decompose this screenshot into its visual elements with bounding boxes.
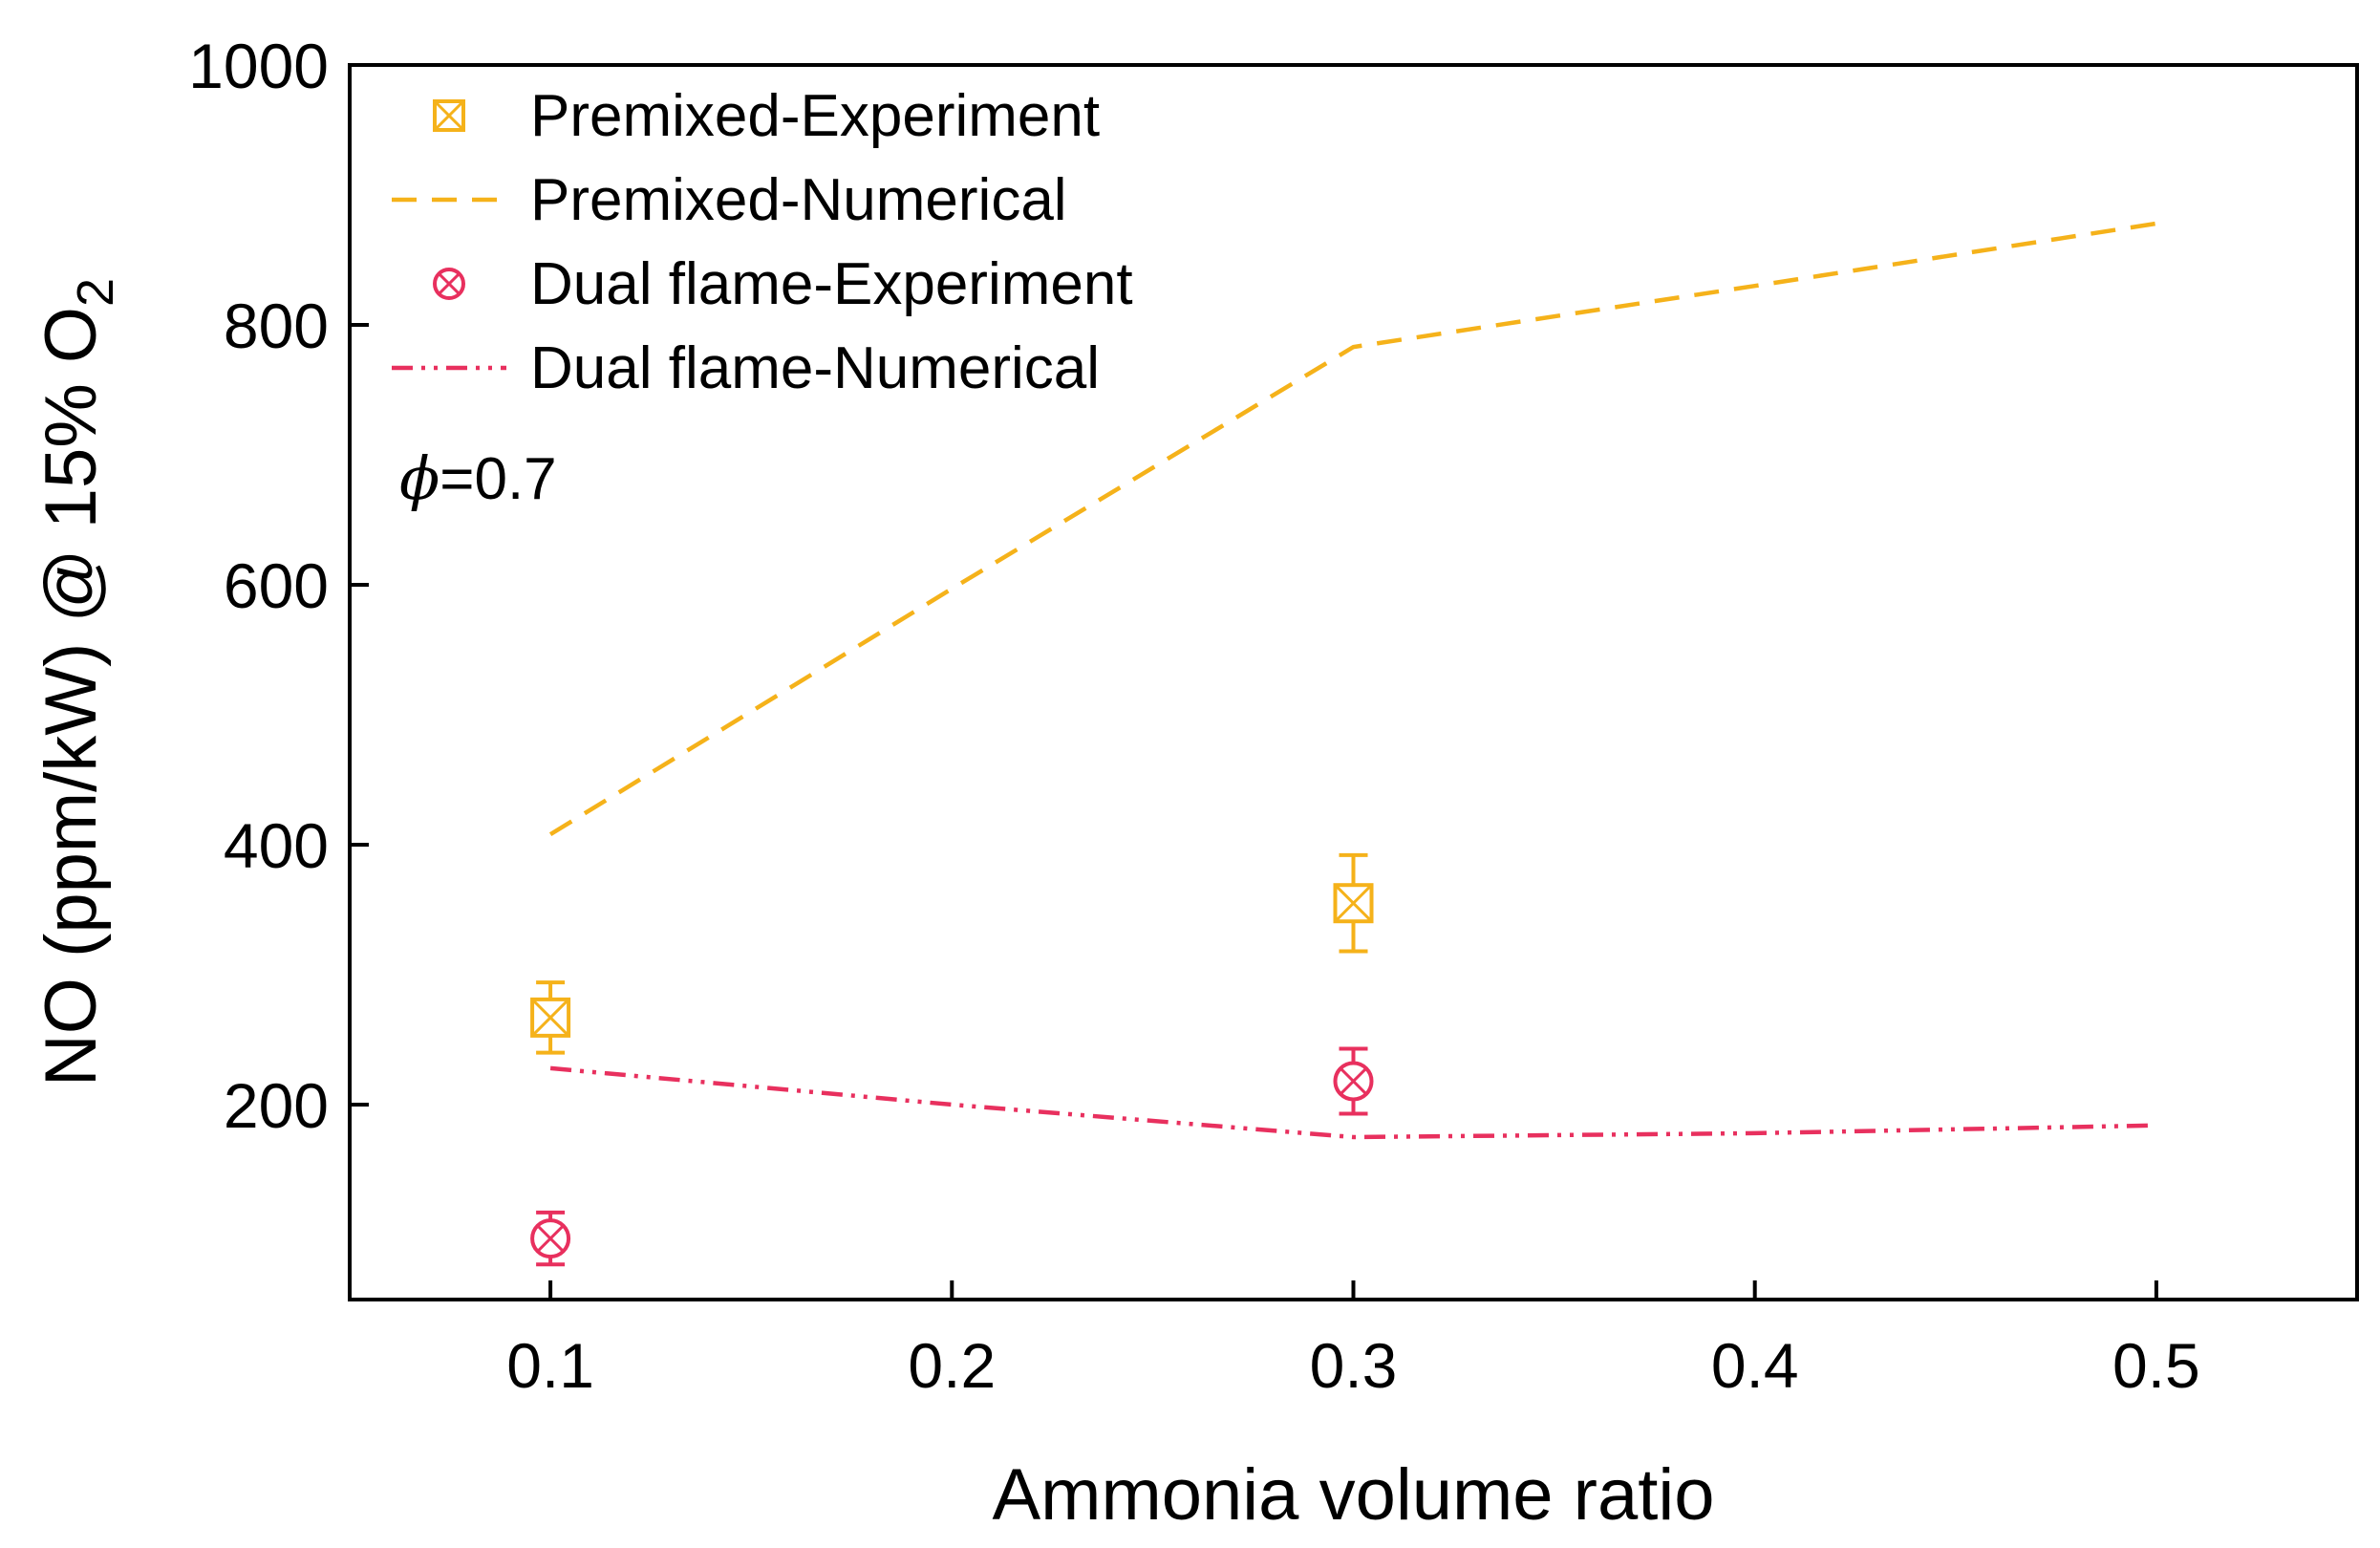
series-dual-flame-numerical: [549, 1065, 2156, 1140]
data-point: [1333, 883, 1374, 924]
y-tick-label: 1000: [188, 31, 329, 101]
marker-cross-b: [1334, 884, 1373, 923]
x-tick-label: 0.2: [908, 1330, 996, 1401]
marker-cross-b: [438, 272, 461, 295]
y-tick-label: 200: [224, 1070, 329, 1141]
marker-square: [1333, 883, 1374, 924]
phi-symbol: ϕ: [399, 443, 440, 513]
legend-label: Premixed-Numerical: [530, 167, 1067, 233]
phi-value: =0.7: [440, 446, 556, 512]
series-premixed-numerical: [548, 221, 2157, 837]
legend-entry: Dual flame-Experiment: [433, 251, 1133, 317]
marker-cross-b: [531, 998, 570, 1037]
x-axis-title: Ammonia volume ratio: [992, 1454, 1714, 1536]
x-tick-label: 0.3: [1310, 1330, 1398, 1401]
legend-label: Dual flame-Experiment: [530, 251, 1133, 317]
marker-cross-b: [536, 1224, 565, 1253]
legend-label: Premixed-Experiment: [530, 83, 1100, 149]
marker-square: [433, 99, 465, 132]
x-tick-label: 0.1: [506, 1330, 594, 1401]
data-point: [530, 1218, 571, 1259]
legend-entry: Premixed-Experiment: [433, 83, 1100, 149]
legend-label: Dual flame-Numerical: [530, 335, 1100, 401]
data-point: [1333, 1061, 1374, 1102]
series-line-premixed-numerical: [548, 221, 2157, 837]
y-tick-label: 800: [224, 290, 329, 361]
y-axis-title: NO (ppm/kW) @ 15% O2: [31, 278, 124, 1086]
x-tick-label: 0.4: [1711, 1330, 1799, 1401]
series-premixed-experiment: [530, 852, 1374, 1055]
x-tick-label: 0.5: [2112, 1330, 2200, 1401]
marker-circle: [433, 268, 465, 300]
data-point: [530, 997, 571, 1038]
y-axis-title-main: NO (ppm/kW) @ 15% O: [31, 307, 112, 1086]
phi-annotation: ϕ=0.7: [399, 443, 557, 513]
marker-square: [530, 997, 571, 1038]
marker-cross-b: [433, 99, 465, 132]
series-line-dual-flame-numerical: [549, 1065, 2156, 1140]
legend-marker-swatch: [433, 268, 465, 300]
marker-circle: [1333, 1061, 1374, 1102]
series-dual-flame-experiment: [530, 1046, 1374, 1267]
marker-circle: [530, 1218, 571, 1259]
legend-entry: Premixed-Numerical: [392, 167, 1067, 233]
legend-entry: Dual flame-Numerical: [392, 335, 1100, 401]
y-tick-label: 600: [224, 550, 329, 621]
y-axis-title-subscript: 2: [67, 278, 124, 307]
y-tick-label: 400: [224, 810, 329, 881]
legend-marker-swatch: [433, 99, 465, 132]
marker-cross-b: [1340, 1067, 1367, 1096]
